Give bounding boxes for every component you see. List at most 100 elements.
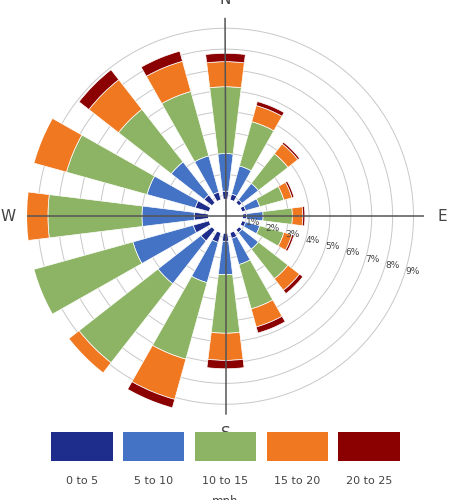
- Bar: [240, 220, 246, 226]
- Bar: [162, 92, 209, 162]
- Bar: [213, 192, 221, 202]
- Bar: [123, 432, 184, 461]
- Bar: [283, 274, 303, 293]
- Bar: [207, 62, 244, 88]
- Bar: [2, 102, 38, 159]
- Text: 9%: 9%: [405, 266, 420, 276]
- Text: N: N: [220, 0, 231, 6]
- Bar: [206, 54, 245, 63]
- Bar: [218, 241, 233, 274]
- Bar: [192, 240, 218, 282]
- Bar: [292, 207, 303, 226]
- Text: 1%: 1%: [245, 218, 260, 227]
- Bar: [246, 212, 263, 221]
- Text: 2%: 2%: [266, 224, 280, 233]
- Bar: [251, 242, 288, 279]
- Bar: [257, 226, 284, 246]
- Bar: [267, 432, 328, 461]
- Bar: [133, 225, 197, 264]
- Bar: [244, 199, 260, 210]
- Bar: [285, 234, 294, 251]
- Bar: [302, 206, 305, 226]
- Bar: [257, 186, 284, 207]
- Bar: [171, 162, 209, 200]
- Bar: [230, 231, 237, 238]
- Bar: [146, 62, 191, 104]
- Bar: [48, 194, 143, 238]
- Text: 10 to 15: 10 to 15: [202, 476, 249, 486]
- Bar: [152, 276, 207, 359]
- Bar: [232, 236, 250, 264]
- Bar: [193, 220, 211, 232]
- Bar: [236, 226, 242, 232]
- Bar: [204, 195, 215, 206]
- Bar: [79, 70, 119, 110]
- Bar: [89, 80, 142, 132]
- Bar: [79, 269, 173, 362]
- Bar: [274, 265, 299, 290]
- Bar: [263, 208, 292, 224]
- Bar: [142, 206, 194, 227]
- Bar: [212, 231, 221, 242]
- Text: 3%: 3%: [285, 230, 300, 239]
- Bar: [0, 272, 42, 353]
- Bar: [195, 432, 256, 461]
- Bar: [274, 144, 298, 168]
- Bar: [66, 135, 155, 194]
- Bar: [251, 300, 282, 327]
- Text: 8%: 8%: [385, 260, 400, 270]
- Bar: [239, 229, 258, 249]
- Bar: [22, 242, 142, 320]
- Bar: [208, 332, 243, 360]
- Bar: [207, 360, 244, 368]
- Bar: [124, 382, 175, 414]
- Text: 4%: 4%: [305, 236, 320, 245]
- Text: 0 to 5: 0 to 5: [66, 476, 98, 486]
- Bar: [51, 432, 113, 461]
- Bar: [194, 212, 209, 220]
- Text: 7%: 7%: [365, 254, 380, 264]
- Bar: [18, 110, 82, 172]
- Text: 5 to 10: 5 to 10: [134, 476, 173, 486]
- Bar: [211, 274, 240, 333]
- Bar: [239, 184, 258, 204]
- Bar: [119, 110, 183, 174]
- Bar: [218, 154, 233, 192]
- Bar: [256, 316, 285, 333]
- Bar: [252, 106, 282, 131]
- Bar: [232, 166, 251, 196]
- Bar: [285, 182, 294, 198]
- Bar: [201, 226, 215, 241]
- Text: E: E: [438, 209, 447, 224]
- Bar: [242, 214, 246, 219]
- Bar: [222, 233, 229, 241]
- Bar: [236, 200, 242, 206]
- Text: 15 to 20: 15 to 20: [274, 476, 320, 486]
- Bar: [256, 102, 284, 116]
- Bar: [230, 194, 237, 202]
- Bar: [278, 182, 292, 200]
- Bar: [18, 366, 75, 424]
- Bar: [240, 206, 246, 212]
- Polygon shape: [209, 200, 242, 233]
- Bar: [338, 432, 400, 461]
- Bar: [0, 188, 49, 244]
- Text: W: W: [1, 209, 16, 224]
- Bar: [239, 260, 273, 309]
- Text: 6%: 6%: [345, 248, 360, 258]
- Text: mph: mph: [212, 495, 239, 500]
- Bar: [132, 346, 186, 400]
- Bar: [158, 236, 206, 284]
- Bar: [278, 232, 292, 250]
- Text: S: S: [221, 426, 230, 441]
- Bar: [195, 201, 211, 212]
- Text: 5%: 5%: [325, 242, 340, 252]
- Bar: [244, 222, 260, 234]
- Bar: [210, 86, 241, 154]
- Bar: [282, 142, 299, 160]
- Bar: [222, 191, 229, 200]
- Bar: [195, 156, 219, 194]
- Bar: [239, 122, 274, 171]
- Bar: [141, 51, 183, 76]
- Text: 20 to 25: 20 to 25: [346, 476, 392, 486]
